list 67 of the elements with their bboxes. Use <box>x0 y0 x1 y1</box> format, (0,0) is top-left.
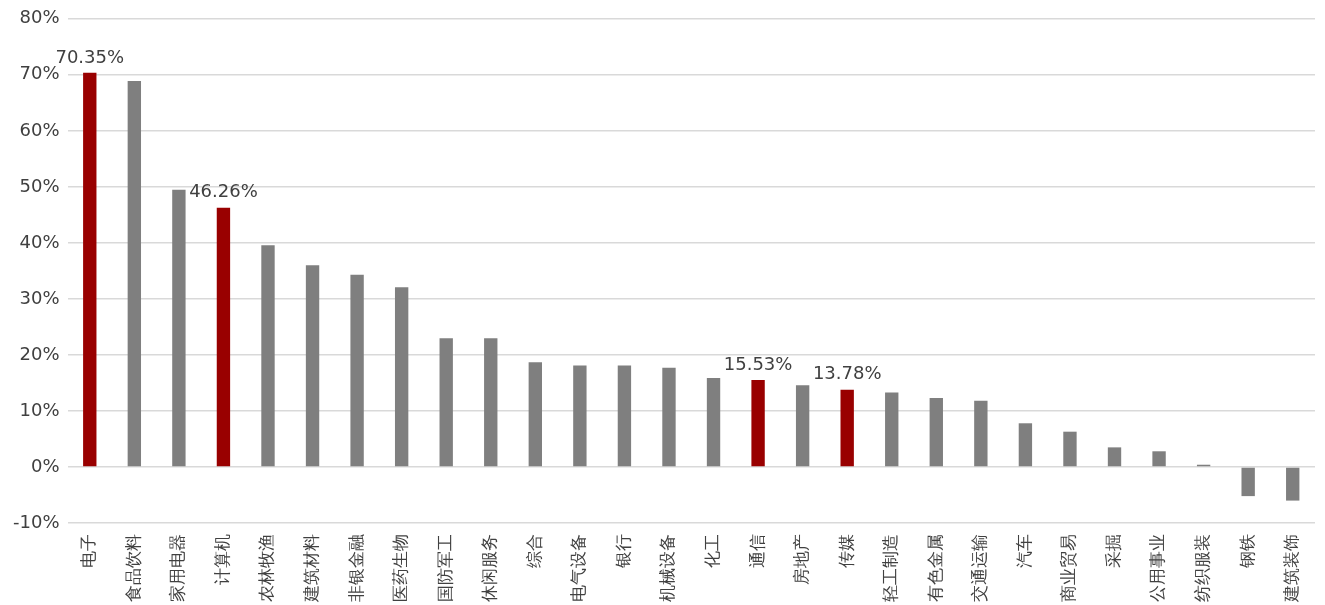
bar <box>1286 467 1300 501</box>
bar <box>1107 447 1122 467</box>
bar <box>706 377 721 467</box>
x-tick-label: 休闲服务 <box>479 534 500 602</box>
y-tick-label: 40% <box>19 230 60 252</box>
x-tick-label: 汽车 <box>1013 534 1034 568</box>
bar <box>617 365 632 467</box>
y-tick-label: 50% <box>19 174 60 196</box>
y-tick-label: 20% <box>19 342 60 364</box>
data-label: 15.53% <box>723 352 793 374</box>
x-tick-label: 非银金融 <box>345 534 366 602</box>
bar <box>484 338 498 467</box>
x-tick-label: 建筑装饰 <box>1281 534 1302 603</box>
bar <box>83 72 97 467</box>
x-tick-label: 计算机 <box>211 534 232 585</box>
y-tick-label: 0% <box>30 454 60 476</box>
x-tick-label: 钢铁 <box>1236 534 1257 569</box>
bar <box>1152 451 1166 467</box>
bar <box>840 389 854 467</box>
x-tick-label: 商业贸易 <box>1058 534 1079 602</box>
y-tick-label: 10% <box>19 398 60 420</box>
y-tick-label: 60% <box>19 118 60 140</box>
x-tick-label: 电子 <box>78 534 99 568</box>
data-label: 13.78% <box>812 362 882 384</box>
x-tick-label: 建筑材料 <box>300 534 321 603</box>
bar <box>573 365 587 467</box>
x-tick-label: 采掘 <box>1102 534 1123 568</box>
bar <box>350 274 364 467</box>
bar <box>394 287 409 467</box>
bar <box>751 379 765 467</box>
y-tick-label: -10% <box>12 510 60 532</box>
x-tick-label: 农林牧渔 <box>256 534 277 602</box>
data-label: 46.26% <box>189 180 258 202</box>
x-tick-label: 有色金属 <box>924 534 945 602</box>
x-tick-label: 国防军工 <box>434 534 455 602</box>
x-tick-label: 机械设备 <box>657 534 678 602</box>
bar <box>1018 423 1033 467</box>
x-tick-label: 医药生物 <box>390 534 411 602</box>
x-tick-label: 食品饮料 <box>122 534 143 602</box>
bar <box>216 207 231 467</box>
bar <box>929 398 943 467</box>
x-tick-label: 纺织服装 <box>1192 534 1213 602</box>
bar <box>1241 467 1255 497</box>
bar <box>1063 431 1077 467</box>
x-tick-label: 通信 <box>746 534 767 568</box>
x-tick-label: 轻工制造 <box>880 534 901 602</box>
bar <box>795 385 810 467</box>
x-tick-label: 家用电器 <box>167 534 188 602</box>
y-tick-label: 80% <box>19 6 60 28</box>
bar <box>974 400 988 467</box>
bar <box>305 265 320 467</box>
bar <box>172 189 186 467</box>
x-tick-label: 房地产 <box>791 534 812 585</box>
bar <box>261 245 275 467</box>
y-tick-label: 30% <box>19 286 60 308</box>
bar <box>662 367 676 467</box>
x-tick-label: 电气设备 <box>568 534 589 602</box>
bar <box>885 392 899 467</box>
x-tick-label: 交通运输 <box>969 534 990 602</box>
x-tick-label: 银行 <box>612 534 633 569</box>
x-tick-label: 传媒 <box>835 534 856 568</box>
x-tick-label: 化工 <box>701 534 722 568</box>
bar <box>127 80 142 467</box>
bar <box>528 362 542 467</box>
x-tick-label: 公用事业 <box>1147 534 1168 602</box>
bar <box>439 338 453 467</box>
x-tick-label: 综合 <box>523 534 544 568</box>
